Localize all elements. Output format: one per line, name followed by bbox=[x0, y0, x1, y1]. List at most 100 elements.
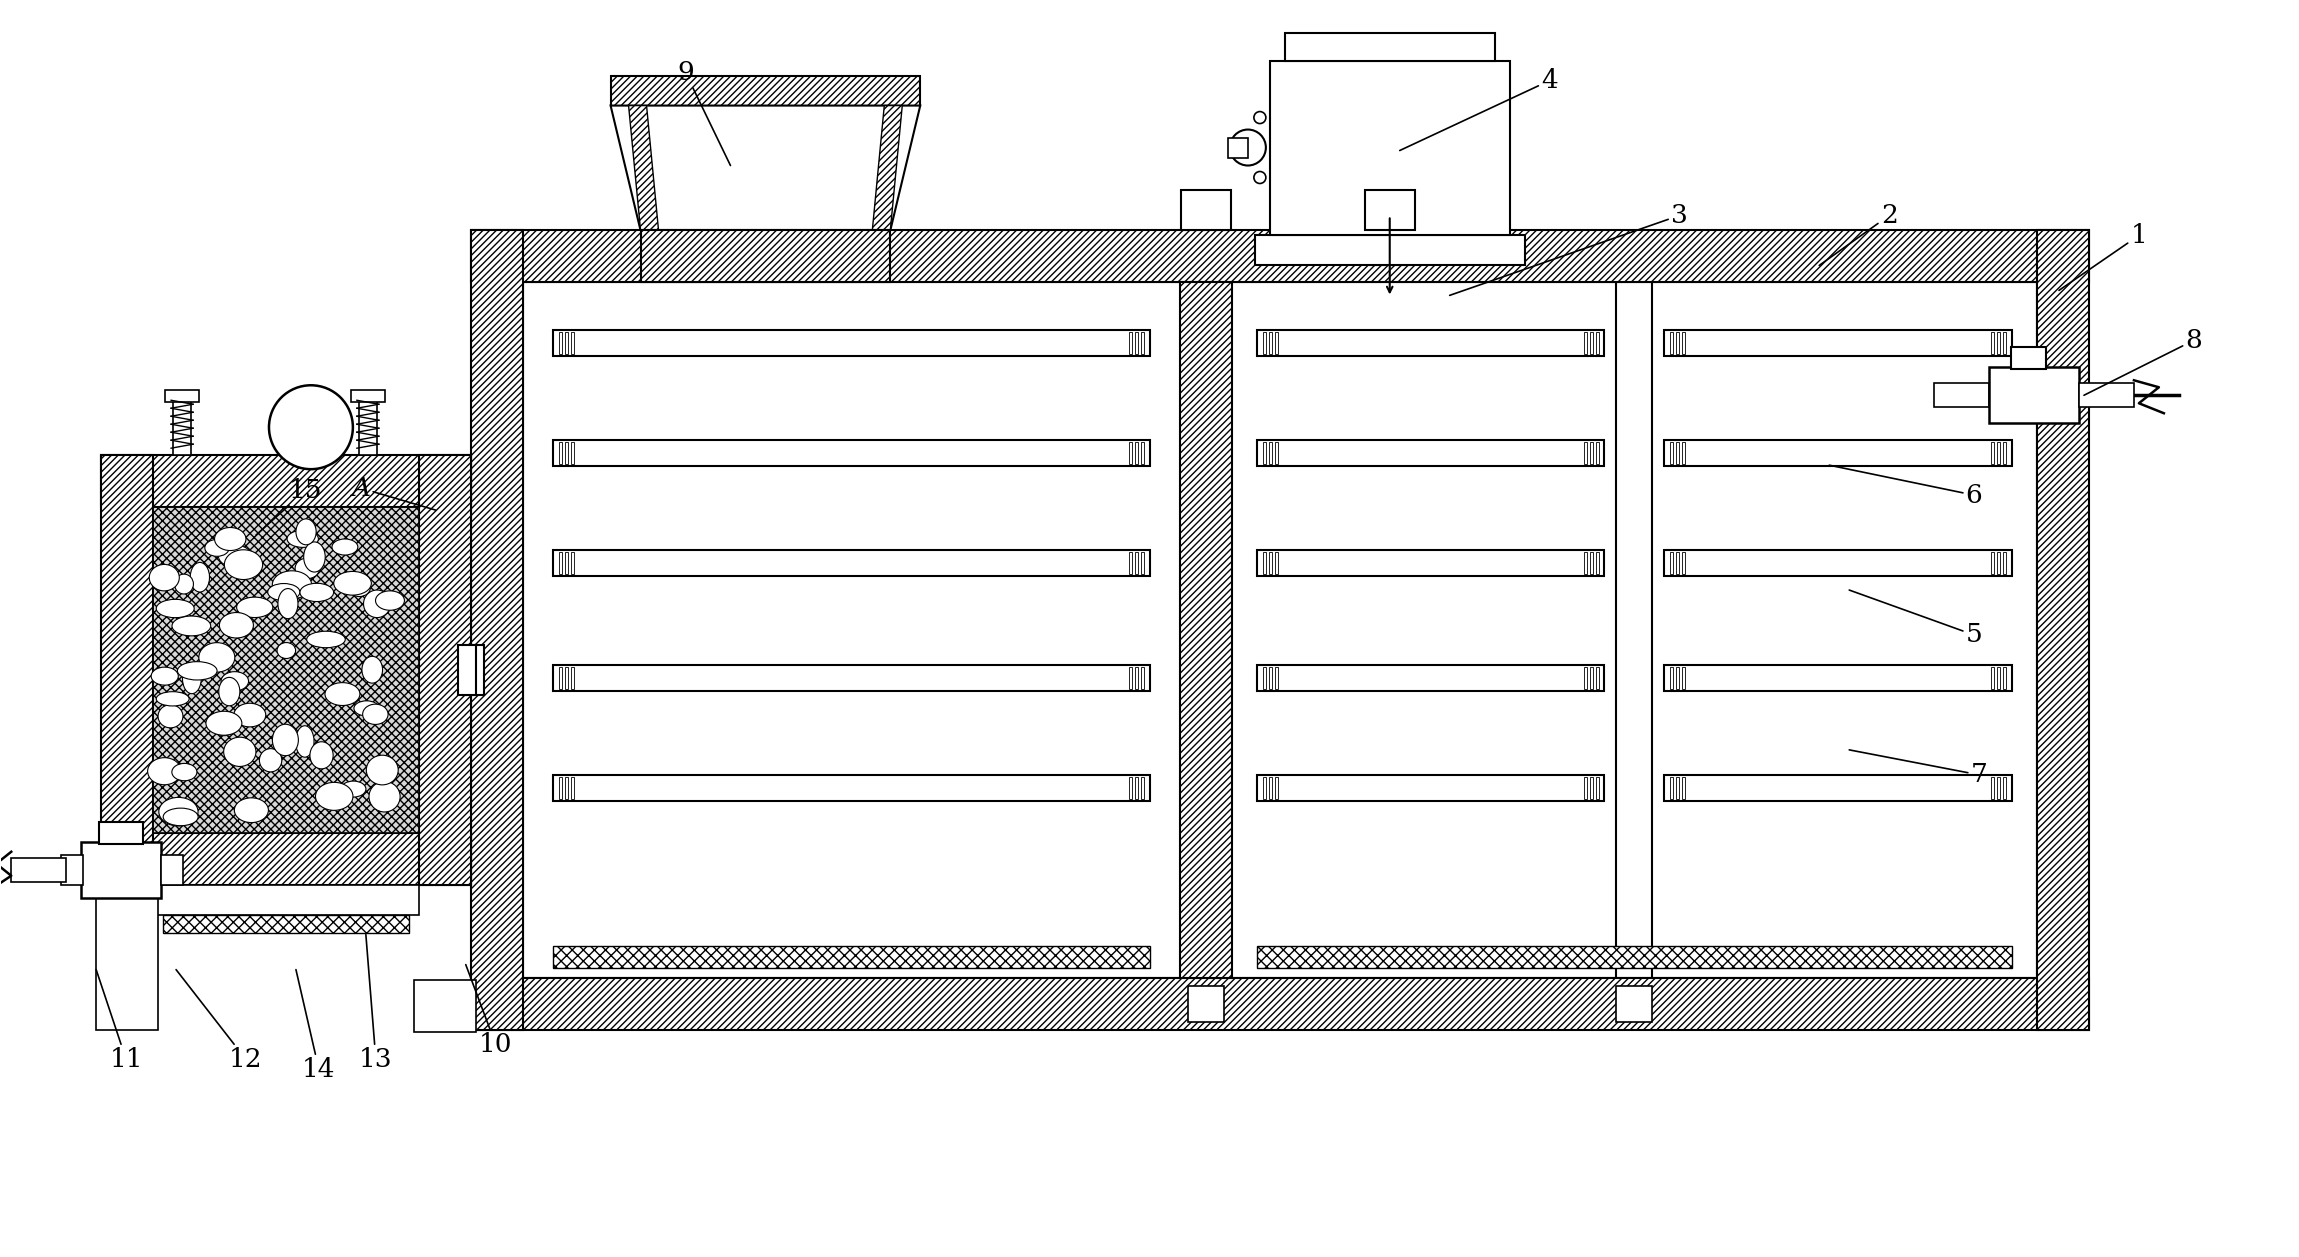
Polygon shape bbox=[570, 667, 575, 689]
Polygon shape bbox=[1991, 552, 1993, 574]
Polygon shape bbox=[1664, 551, 2012, 576]
Polygon shape bbox=[570, 552, 575, 574]
Polygon shape bbox=[1262, 442, 1267, 464]
Ellipse shape bbox=[324, 683, 361, 705]
Polygon shape bbox=[1129, 777, 1131, 798]
Polygon shape bbox=[1991, 332, 1993, 354]
Polygon shape bbox=[2012, 347, 2046, 370]
Polygon shape bbox=[1255, 235, 1524, 265]
Polygon shape bbox=[1269, 552, 1271, 574]
Polygon shape bbox=[1258, 551, 1605, 576]
Polygon shape bbox=[161, 855, 184, 885]
Polygon shape bbox=[1589, 442, 1593, 464]
Polygon shape bbox=[1140, 777, 1145, 798]
Ellipse shape bbox=[278, 642, 297, 659]
Polygon shape bbox=[2002, 667, 2007, 689]
Polygon shape bbox=[552, 774, 1150, 801]
Polygon shape bbox=[467, 645, 483, 695]
Polygon shape bbox=[2037, 230, 2090, 1029]
Ellipse shape bbox=[271, 724, 299, 755]
Polygon shape bbox=[97, 885, 159, 1029]
Polygon shape bbox=[1676, 777, 1678, 798]
Ellipse shape bbox=[306, 631, 345, 647]
Polygon shape bbox=[101, 455, 154, 885]
Ellipse shape bbox=[147, 758, 182, 784]
Ellipse shape bbox=[212, 713, 237, 735]
Ellipse shape bbox=[260, 749, 283, 772]
Polygon shape bbox=[471, 978, 2090, 1029]
Polygon shape bbox=[458, 645, 476, 695]
Polygon shape bbox=[2032, 381, 2053, 410]
Polygon shape bbox=[1276, 667, 1278, 689]
Polygon shape bbox=[1228, 137, 1248, 157]
Circle shape bbox=[1230, 129, 1267, 166]
Text: 12: 12 bbox=[177, 969, 262, 1072]
Polygon shape bbox=[154, 885, 418, 915]
Polygon shape bbox=[552, 551, 1150, 576]
Polygon shape bbox=[1129, 332, 1131, 354]
Polygon shape bbox=[1998, 777, 2000, 798]
Text: 7: 7 bbox=[1848, 750, 1989, 787]
Polygon shape bbox=[552, 665, 1150, 691]
Polygon shape bbox=[1136, 442, 1138, 464]
Polygon shape bbox=[1998, 667, 2000, 689]
Ellipse shape bbox=[331, 539, 359, 556]
Polygon shape bbox=[80, 842, 161, 897]
Polygon shape bbox=[1683, 552, 1685, 574]
Polygon shape bbox=[1676, 667, 1678, 689]
Ellipse shape bbox=[205, 539, 230, 557]
Ellipse shape bbox=[172, 763, 198, 781]
Ellipse shape bbox=[234, 798, 269, 822]
Polygon shape bbox=[552, 945, 1150, 968]
Text: 6: 6 bbox=[1830, 465, 1982, 508]
Polygon shape bbox=[570, 777, 575, 798]
Ellipse shape bbox=[221, 671, 248, 691]
Ellipse shape bbox=[315, 782, 354, 811]
Ellipse shape bbox=[299, 583, 333, 602]
Polygon shape bbox=[1676, 332, 1678, 354]
Ellipse shape bbox=[366, 755, 398, 784]
Polygon shape bbox=[1262, 552, 1267, 574]
Polygon shape bbox=[1179, 283, 1232, 978]
Ellipse shape bbox=[363, 590, 391, 617]
Circle shape bbox=[1253, 112, 1267, 123]
Ellipse shape bbox=[214, 528, 246, 551]
Circle shape bbox=[269, 385, 352, 469]
Polygon shape bbox=[1136, 667, 1138, 689]
Polygon shape bbox=[570, 332, 575, 354]
Text: 4: 4 bbox=[1400, 68, 1559, 151]
Polygon shape bbox=[1269, 667, 1271, 689]
Polygon shape bbox=[1258, 945, 2012, 968]
Polygon shape bbox=[1683, 777, 1685, 798]
Polygon shape bbox=[11, 857, 67, 881]
Polygon shape bbox=[2078, 383, 2133, 407]
Polygon shape bbox=[1182, 191, 1230, 230]
Polygon shape bbox=[2002, 552, 2007, 574]
Polygon shape bbox=[1589, 667, 1593, 689]
Polygon shape bbox=[566, 667, 568, 689]
Text: 2: 2 bbox=[1819, 202, 1897, 265]
Text: 5: 5 bbox=[1848, 590, 1982, 647]
Polygon shape bbox=[1683, 332, 1685, 354]
Polygon shape bbox=[2002, 442, 2007, 464]
Polygon shape bbox=[566, 442, 568, 464]
Ellipse shape bbox=[156, 600, 193, 617]
Ellipse shape bbox=[175, 574, 193, 595]
Polygon shape bbox=[566, 332, 568, 354]
Ellipse shape bbox=[149, 564, 179, 591]
Polygon shape bbox=[559, 667, 561, 689]
Polygon shape bbox=[1285, 33, 1494, 60]
Polygon shape bbox=[471, 230, 2090, 283]
Ellipse shape bbox=[349, 579, 370, 597]
Ellipse shape bbox=[156, 691, 189, 706]
Polygon shape bbox=[1991, 442, 1993, 464]
Text: 11: 11 bbox=[97, 969, 143, 1072]
Ellipse shape bbox=[172, 616, 212, 636]
Polygon shape bbox=[163, 915, 409, 933]
Polygon shape bbox=[628, 106, 658, 230]
Polygon shape bbox=[1671, 777, 1674, 798]
Polygon shape bbox=[1129, 442, 1131, 464]
Ellipse shape bbox=[333, 572, 372, 595]
Text: 14: 14 bbox=[297, 969, 336, 1082]
Polygon shape bbox=[1584, 777, 1586, 798]
